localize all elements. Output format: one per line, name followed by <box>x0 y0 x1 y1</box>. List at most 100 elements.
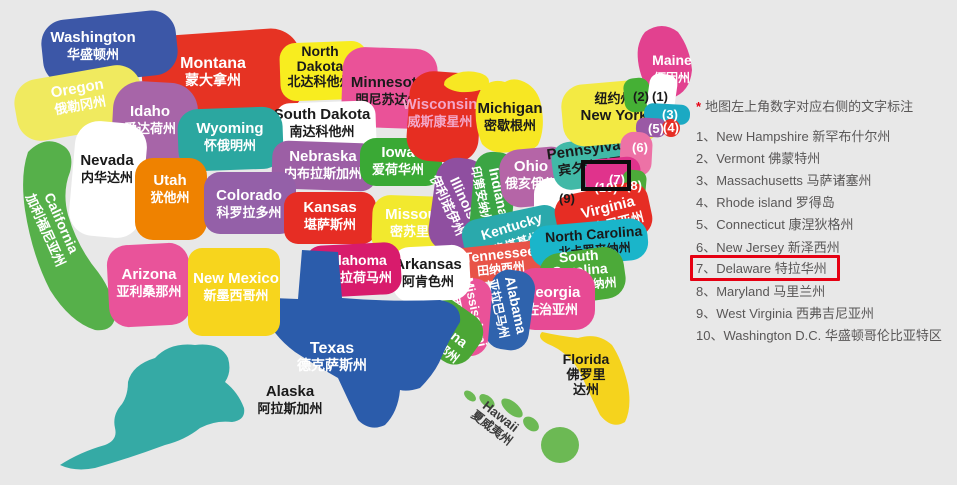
legend-item-text-1: 1、New Hampshire 新罕布什尔州 <box>696 128 891 144</box>
state-utah <box>135 158 207 240</box>
state-florida <box>540 332 630 425</box>
svg-text:Wyoming: Wyoming <box>196 120 263 137</box>
state-texas <box>261 250 461 428</box>
svg-text:阿拉斯加州: 阿拉斯加州 <box>257 401 322 416</box>
state-washington <box>41 10 178 85</box>
map-highlight-box <box>581 160 631 191</box>
legend-list: 1、New Hampshire 新罕布什尔州 2、Vermont 佛蒙特州 3、Ma… <box>690 124 956 346</box>
svg-text:科罗拉多州: 科罗拉多州 <box>216 205 281 220</box>
marker-9: (9) <box>559 191 575 206</box>
svg-text:Dakota: Dakota <box>297 58 344 74</box>
legend-item-text-3: 3、Massachusetts 马萨诸塞州 <box>696 172 872 188</box>
state-georgia <box>515 268 595 330</box>
svg-text:亚利桑那州: 亚利桑那州 <box>116 284 181 299</box>
svg-text:Montana: Montana <box>180 55 246 72</box>
svg-text:阿肯色州: 阿肯色州 <box>402 274 454 289</box>
legend-item-4: 4、Rhode island 罗得岛 <box>696 191 956 213</box>
svg-text:内布拉斯加州: 内布拉斯加州 <box>284 166 362 181</box>
svg-text:Tennessee: Tennessee <box>463 242 536 265</box>
legend-item-6: 6、New Jersey 新泽西州 <box>696 235 956 257</box>
svg-text:New Mexico: New Mexico <box>193 270 279 287</box>
svg-text:华盛顿州: 华盛顿州 <box>67 47 119 62</box>
svg-text:Ohio: Ohio <box>514 158 548 175</box>
state-michigan <box>475 79 543 153</box>
state-hawaii <box>464 390 579 463</box>
svg-text:Kansas: Kansas <box>303 199 356 216</box>
state-kansas <box>284 192 376 244</box>
legend-item-2: 2、Vermont 佛蒙特州 <box>696 146 956 168</box>
svg-text:威斯康星州: 威斯康星州 <box>407 114 472 129</box>
svg-text:Utah: Utah <box>153 172 186 189</box>
svg-text:密歇根州: 密歇根州 <box>483 118 536 133</box>
svg-text:纽约州: 纽约州 <box>594 91 633 106</box>
svg-text:佛罗里: 佛罗里 <box>565 367 605 382</box>
state-nevada <box>69 121 147 238</box>
legend-item-text-4: 4、Rhode island 罗得岛 <box>696 195 835 211</box>
svg-text:South: South <box>558 247 599 266</box>
svg-text:南达科他州: 南达科他州 <box>289 124 354 139</box>
svg-text:北达科他州: 北达科他州 <box>287 74 352 89</box>
svg-text:怀俄明州: 怀俄明州 <box>204 138 256 153</box>
state-arizona <box>106 242 192 328</box>
legend-item-9: 9、West Virginia 西弗吉尼亚州 <box>696 302 956 324</box>
marker-3: (3) <box>662 107 678 122</box>
red-asterisk: * <box>696 99 702 114</box>
state-alabama <box>484 269 536 351</box>
legend-header-text: 地图左上角数字对应右侧的文字标注 <box>705 99 914 114</box>
svg-text:Idaho: Idaho <box>130 103 170 120</box>
svg-text:Wisconsin: Wisconsin <box>403 96 478 113</box>
state-connecticut <box>635 117 667 138</box>
svg-text:South Dakota: South Dakota <box>274 106 371 123</box>
state-wyoming <box>177 106 284 172</box>
svg-text:爱荷华州: 爱荷华州 <box>372 162 424 177</box>
svg-text:Nevada: Nevada <box>80 152 134 169</box>
svg-text:Iowa: Iowa <box>381 144 415 161</box>
svg-text:内华达州: 内华达州 <box>81 170 133 185</box>
state-oregon <box>14 65 144 141</box>
svg-text:Arizona: Arizona <box>121 266 177 283</box>
state-michigan-upper <box>444 71 489 93</box>
legend-item-5: 5、Connecticut 康涅狄格州 <box>696 213 956 235</box>
svg-text:North Carolina: North Carolina <box>545 223 643 246</box>
state-arkansas <box>391 244 471 303</box>
marker-6: (6) <box>632 140 648 155</box>
legend-item-7: 7、Delaware 特拉华州 <box>690 255 956 282</box>
legend-item-text-10: 10、Washington D.C. 华盛顿哥伦比亚特区 <box>696 328 942 344</box>
legend-item-text-5: 5、Connecticut 康涅狄格州 <box>696 217 854 233</box>
svg-text:蒙大拿州: 蒙大拿州 <box>185 72 241 88</box>
state-vermont <box>623 77 651 113</box>
marker-7: (7) <box>609 172 625 187</box>
svg-text:Minnesota: Minnesota <box>351 74 426 91</box>
svg-text:Alaska: Alaska <box>266 383 315 400</box>
marker-2: (2) <box>633 89 649 104</box>
svg-text:犹他州: 犹他州 <box>150 190 189 205</box>
svg-text:Nebraska: Nebraska <box>289 148 357 165</box>
svg-text:Washington: Washington <box>50 29 135 46</box>
svg-text:德克萨斯州: 德克萨斯州 <box>297 357 367 373</box>
marker-1: (1) <box>652 89 668 104</box>
legend-item-10: 10、Washington D.C. 华盛顿哥伦比亚特区 <box>696 324 956 346</box>
legend-item-1: 1、New Hampshire 新罕布什尔州 <box>696 124 956 146</box>
svg-text:堪萨斯州: 堪萨斯州 <box>304 217 356 232</box>
state-wisconsin <box>406 71 482 163</box>
us-map: Montana 蒙大拿州 Washington 华盛顿州 Oregon 俄勒冈州 Idaho… <box>14 10 692 470</box>
svg-text:Michigan: Michigan <box>477 100 542 117</box>
